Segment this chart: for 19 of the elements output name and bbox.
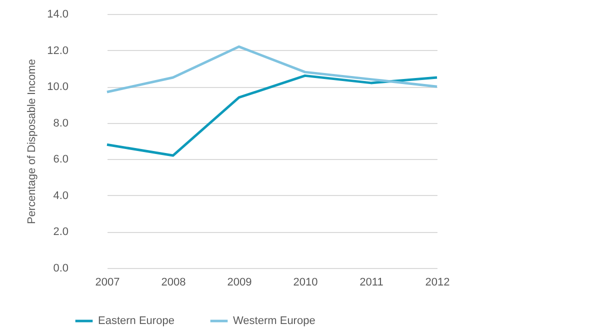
y-tick-label: 12.0: [47, 44, 68, 57]
y-tick-label: 8.0: [53, 117, 68, 130]
y-tick-label: 4.0: [53, 190, 68, 202]
y-tick-label: 6.0: [53, 154, 68, 166]
y-tick-label: 2.0: [53, 226, 68, 238]
x-tick-label: 2010: [293, 276, 318, 288]
y-axis-title: Percentage of Disposable Income: [26, 58, 38, 224]
y-tick-label: 14.0: [47, 8, 68, 20]
x-tick-label: 2012: [425, 276, 450, 288]
legend-label: Westerm Europe: [233, 315, 316, 327]
x-tick-label: 2008: [161, 276, 186, 288]
y-tick-label: 0.0: [53, 262, 68, 274]
line-series: [106, 74, 438, 157]
x-tick-label: 2007: [95, 276, 120, 288]
y-tick-label: 10.0: [47, 81, 68, 94]
x-tick-label: 2009: [227, 276, 252, 288]
x-tick-label: 2011: [360, 276, 384, 288]
line-series: [106, 45, 438, 94]
legend-label: Eastern Europe: [98, 315, 174, 327]
